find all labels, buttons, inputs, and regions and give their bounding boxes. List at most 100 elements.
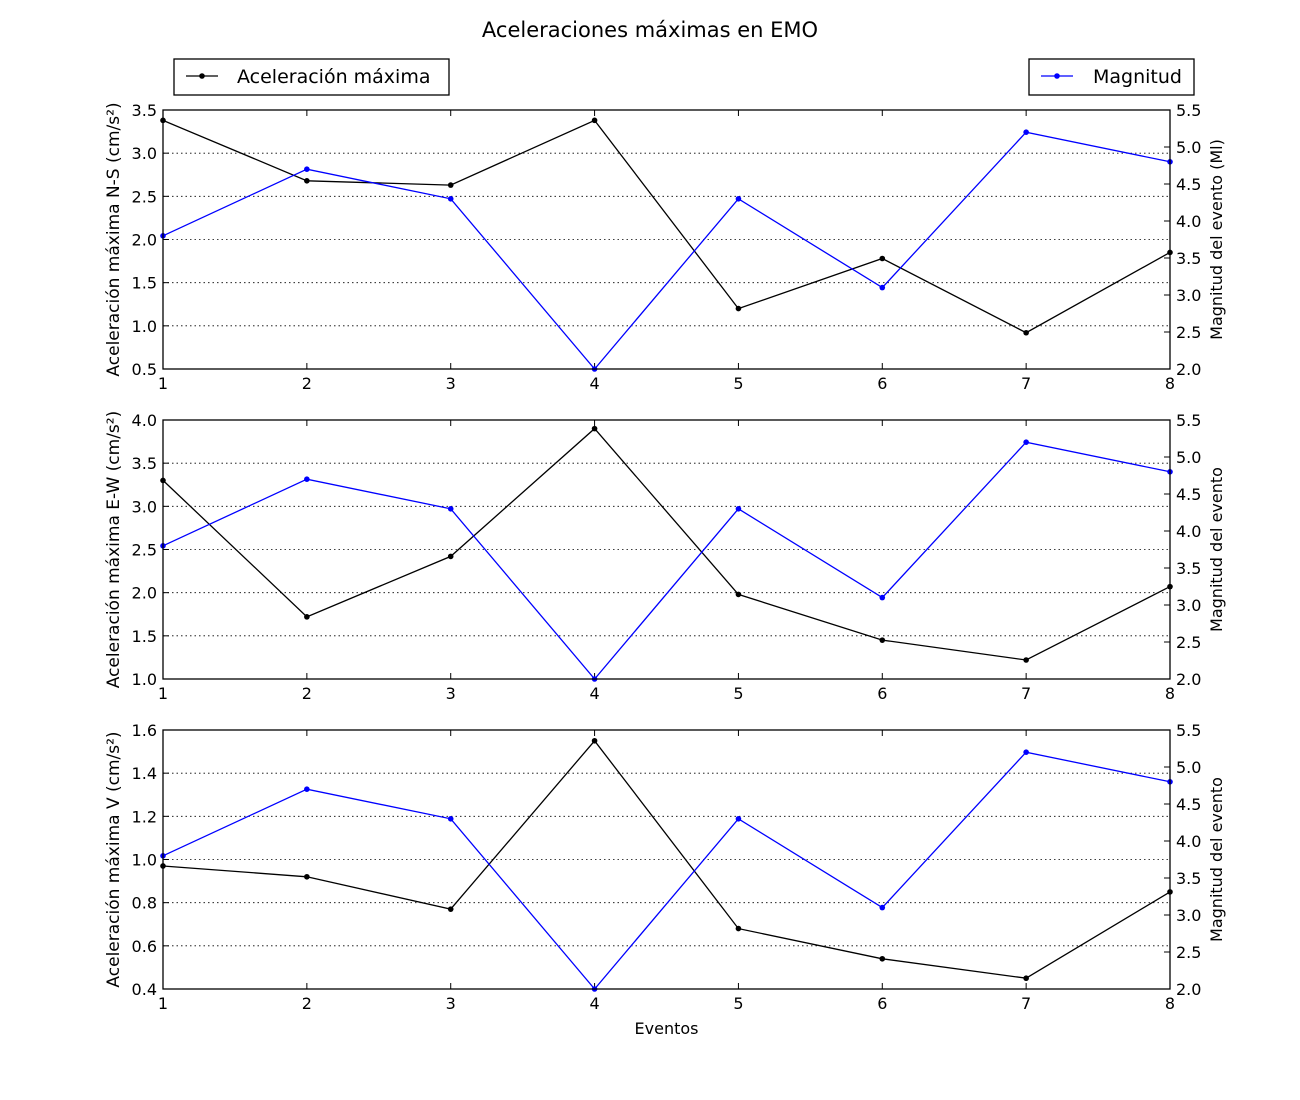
data-point-acceleration [1023,975,1029,982]
data-point-acceleration [304,873,310,880]
data-point-acceleration [447,182,454,188]
right-tick-label: 2.0 [1176,980,1201,999]
data-point-magnitude [304,786,310,792]
left-tick-label: 1.2 [132,807,157,826]
panel-ew: 1.0 1.5 2.0 2.5 3.0 3.5 4.0 2.0 2.5 3.0 3.5 4.0 4.5 5… [104,411,1226,703]
figure-title: Aceleraciones máximas en EMO [482,18,818,42]
x-tick-label: 4 [589,374,599,393]
data-point-acceleration [879,637,886,643]
left-tick-label: 1.0 [132,851,157,870]
data-point-acceleration [304,614,310,620]
right-tick-label: 2.5 [1176,633,1201,652]
data-point-magnitude [735,196,742,202]
right-tick-label: 4.5 [1176,485,1201,504]
right-tick-label: 3.0 [1176,596,1201,615]
right-tick-label: 3.5 [1176,869,1201,888]
x-tick-label: 4 [589,684,599,703]
x-tick-label: 7 [1021,684,1031,703]
panel-v: 0.4 0.6 0.8 1.0 1.2 1.4 1.6 2.0 2.5 3.0 3.5 4.0 4.5 5… [104,721,1226,1038]
x-tick-label: 1 [158,374,168,393]
x-tick-label: 8 [1165,374,1175,393]
right-tick-label: 2.0 [1176,670,1201,689]
data-point-acceleration [879,255,886,262]
x-tick-label: 1 [158,684,168,703]
x-tick-label: 5 [733,374,743,393]
right-tick-label: 5.0 [1176,138,1201,157]
left-tick-label: 3.5 [132,101,157,120]
y2-axis-label: Magnitud del evento [1207,777,1226,942]
right-tick-label: 4.0 [1176,522,1201,541]
series-line-acceleration [162,119,1171,334]
x-tick-label: 3 [446,684,456,703]
x-tick-label: 6 [877,684,887,703]
right-tick-label: 2.5 [1176,943,1201,962]
left-tick-label: 3.0 [132,497,157,516]
right-tick-label: 4.5 [1176,175,1201,194]
series-line-magnitude [162,751,1171,991]
x-tick-label: 6 [877,994,887,1013]
left-tick-label: 1.0 [132,670,157,689]
y-axis-label: Aceleración máxima V (cm/s²) [104,731,124,987]
data-point-magnitude [447,506,454,512]
x-tick-label: 7 [1021,374,1031,393]
right-tick-label: 2.0 [1176,360,1201,379]
legend-left-label: Aceleración máxima [237,66,430,88]
data-point-magnitude [304,166,310,172]
right-tick-label: 3.0 [1176,286,1201,305]
plot-frame [162,109,1171,370]
x-tick-label: 8 [1165,994,1175,1013]
x-tick-label: 5 [733,684,743,703]
x-tick-label: 1 [158,994,168,1013]
x-tick-label: 6 [877,374,887,393]
x-tick-label: 7 [1021,994,1031,1013]
data-point-acceleration [735,925,742,932]
x-axis-label: Eventos [635,1019,699,1038]
right-tick-label: 2.5 [1176,323,1201,342]
right-tick-label: 5.0 [1176,758,1201,777]
y2-axis-label: Magnitud del evento [1207,467,1226,632]
legend-right-marker [1054,73,1060,79]
left-tick-label: 1.5 [132,627,157,646]
series-line-magnitude [162,131,1171,371]
data-point-acceleration [1023,657,1029,663]
right-tick-label: 5.0 [1176,448,1201,467]
data-point-acceleration [304,177,310,184]
data-point-magnitude [879,904,886,911]
left-tick-label: 3.5 [132,454,157,473]
panels: 0.5 1.0 1.5 2.0 2.5 3.0 3.5 2.0 2.5 3.0 3.5 4.0 4.5 5… [104,101,1226,1038]
legend-left-marker [199,73,205,79]
x-tick-label: 2 [302,374,312,393]
data-point-magnitude [735,816,742,822]
right-tick-label: 4.0 [1176,832,1201,851]
data-point-magnitude [447,196,454,202]
right-tick-label: 5.5 [1176,101,1201,120]
x-tick-label: 5 [733,994,743,1013]
right-tick-label: 3.5 [1176,559,1201,578]
left-tick-label: 1.5 [132,274,157,293]
right-tick-label: 5.5 [1176,721,1201,740]
data-point-acceleration [1023,329,1029,336]
left-tick-label: 1.6 [132,721,157,740]
x-tick-label: 2 [302,684,312,703]
left-tick-label: 0.6 [132,937,157,956]
left-tick-label: 1.4 [132,764,157,783]
series-line-acceleration [162,739,1171,979]
x-tick-label: 4 [589,994,599,1013]
data-point-acceleration [447,553,454,560]
series-line-acceleration [162,427,1171,661]
plot-frame [162,419,1171,680]
right-tick-label: 5.5 [1176,411,1201,430]
y-axis-label: Aceleración máxima E-W (cm/s²) [104,411,124,689]
data-point-acceleration [735,591,742,598]
left-tick-label: 3.0 [132,144,157,163]
x-tick-label: 3 [446,374,456,393]
data-point-acceleration [447,906,454,912]
right-tick-label: 3.5 [1176,249,1201,268]
data-point-magnitude [1023,749,1029,755]
left-tick-label: 1.0 [132,317,157,336]
left-tick-label: 2.0 [132,584,157,603]
data-point-magnitude [304,476,310,483]
data-point-magnitude [879,284,886,291]
left-tick-label: 2.0 [132,231,157,250]
